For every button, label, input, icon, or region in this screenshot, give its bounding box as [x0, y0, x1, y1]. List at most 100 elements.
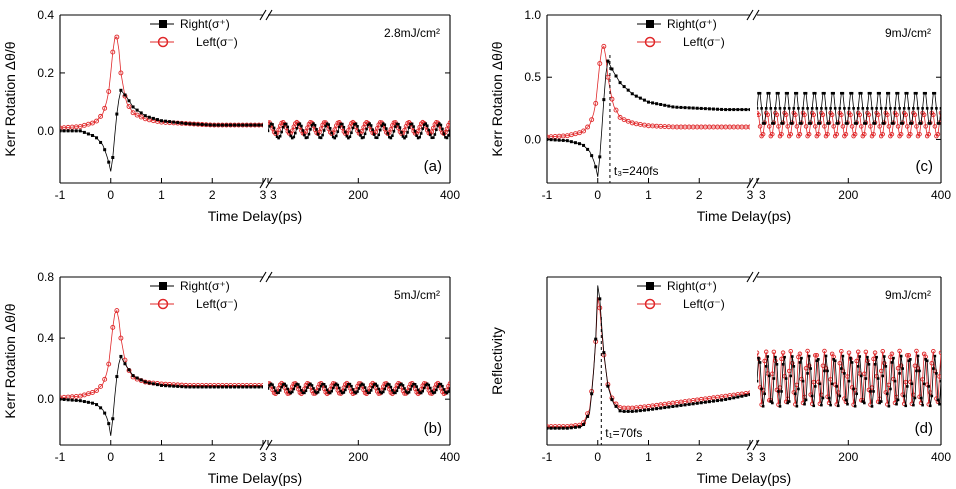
data-point-right	[192, 385, 196, 389]
data-point-right	[334, 134, 338, 138]
data-point-right	[351, 388, 355, 391]
data-point-right	[386, 382, 390, 386]
data-point-right	[755, 107, 759, 110]
x-tick-label: 400	[931, 450, 951, 464]
data-point-right	[804, 398, 808, 402]
data-point-right	[229, 385, 233, 389]
data-point-left	[898, 131, 904, 137]
data-point-right	[331, 386, 335, 390]
data-point-right	[826, 122, 829, 125]
data-point-right	[804, 91, 808, 95]
data-point-right	[413, 129, 417, 133]
data-point-right	[381, 122, 385, 125]
data-point-right	[143, 114, 147, 118]
data-point-right	[378, 390, 382, 394]
data-point-right	[838, 394, 842, 398]
data-point-right	[790, 355, 794, 358]
data-point-right	[695, 401, 699, 405]
data-point-right	[716, 399, 720, 403]
data-point-right	[383, 387, 387, 391]
data-point-right	[66, 129, 70, 133]
data-point-right	[62, 129, 66, 133]
data-point-right	[675, 105, 679, 109]
data-point-right	[62, 397, 66, 401]
x-tick-label: 1	[645, 188, 652, 202]
data-point-right	[325, 388, 329, 392]
data-point-right	[306, 386, 309, 389]
data-point-right	[716, 107, 720, 111]
data-point-left	[402, 127, 407, 133]
data-point-right	[147, 115, 151, 119]
data-point-right	[436, 385, 440, 388]
data-point-right	[882, 122, 886, 125]
data-point-right	[810, 107, 814, 110]
data-point-left	[871, 131, 876, 137]
data-point-left	[862, 131, 867, 137]
data-point-right	[740, 108, 744, 112]
data-point-right	[924, 358, 927, 361]
data-point-right	[330, 389, 333, 393]
data-point-left	[597, 61, 603, 66]
series-left-line	[60, 309, 263, 399]
data-point-right	[274, 131, 277, 135]
data-point-right	[841, 354, 845, 358]
data-point-left	[98, 113, 104, 119]
data-point-right	[843, 107, 846, 110]
data-point-right	[671, 404, 675, 408]
data-point-left	[785, 124, 790, 129]
data-point-right	[800, 122, 803, 125]
data-point-right	[127, 99, 131, 103]
x-tick-label: 200	[348, 450, 368, 464]
data-point-right	[374, 136, 377, 139]
data-point-right	[233, 123, 237, 127]
data-point-right	[833, 107, 837, 110]
data-point-right	[758, 91, 762, 95]
data-point-right	[651, 407, 655, 411]
data-point-right	[767, 91, 771, 95]
data-point-right	[638, 96, 642, 100]
y-tick-label: 0.8	[37, 270, 54, 284]
y-tick-label: 0.4	[37, 331, 54, 345]
data-point-right	[78, 399, 82, 403]
data-point-right	[204, 385, 208, 389]
legend-marker-left	[157, 36, 169, 48]
data-point-right	[856, 365, 860, 368]
data-point-right	[772, 122, 776, 125]
data-point-right	[892, 356, 895, 360]
data-point-right	[401, 135, 405, 138]
x-tick-label: 0	[107, 450, 114, 464]
data-point-right	[598, 297, 602, 301]
data-point-right	[642, 408, 646, 412]
data-point-left	[915, 365, 921, 371]
data-point-left	[771, 349, 777, 355]
data-point-left	[935, 131, 941, 137]
data-point-right	[797, 107, 800, 110]
data-point-right	[892, 122, 895, 125]
data-point-right	[316, 390, 320, 394]
data-point-right	[647, 100, 650, 104]
data-point-right	[224, 123, 228, 127]
data-point-right	[838, 107, 842, 110]
data-point-right	[95, 136, 99, 140]
data-point-right	[916, 354, 920, 358]
data-point-right	[90, 401, 94, 405]
data-point-left	[849, 124, 855, 129]
x-tick-label: 3	[747, 450, 754, 464]
data-point-left	[589, 117, 595, 123]
data-point-left	[318, 126, 324, 131]
data-point-right	[884, 107, 888, 110]
data-point-left	[332, 127, 337, 132]
data-point-right	[131, 374, 135, 378]
data-point-right	[598, 155, 602, 159]
data-point-right	[74, 129, 78, 133]
data-point-left	[134, 112, 140, 118]
data-point-right	[916, 107, 920, 110]
data-point-right	[257, 123, 261, 127]
data-point-right	[327, 391, 330, 394]
data-point-right	[278, 134, 282, 138]
data-point-right	[655, 102, 659, 106]
data-point-right	[272, 126, 276, 130]
axis-break-mark	[746, 9, 754, 21]
axis-break-mark	[752, 439, 760, 451]
data-point-right	[74, 398, 78, 402]
